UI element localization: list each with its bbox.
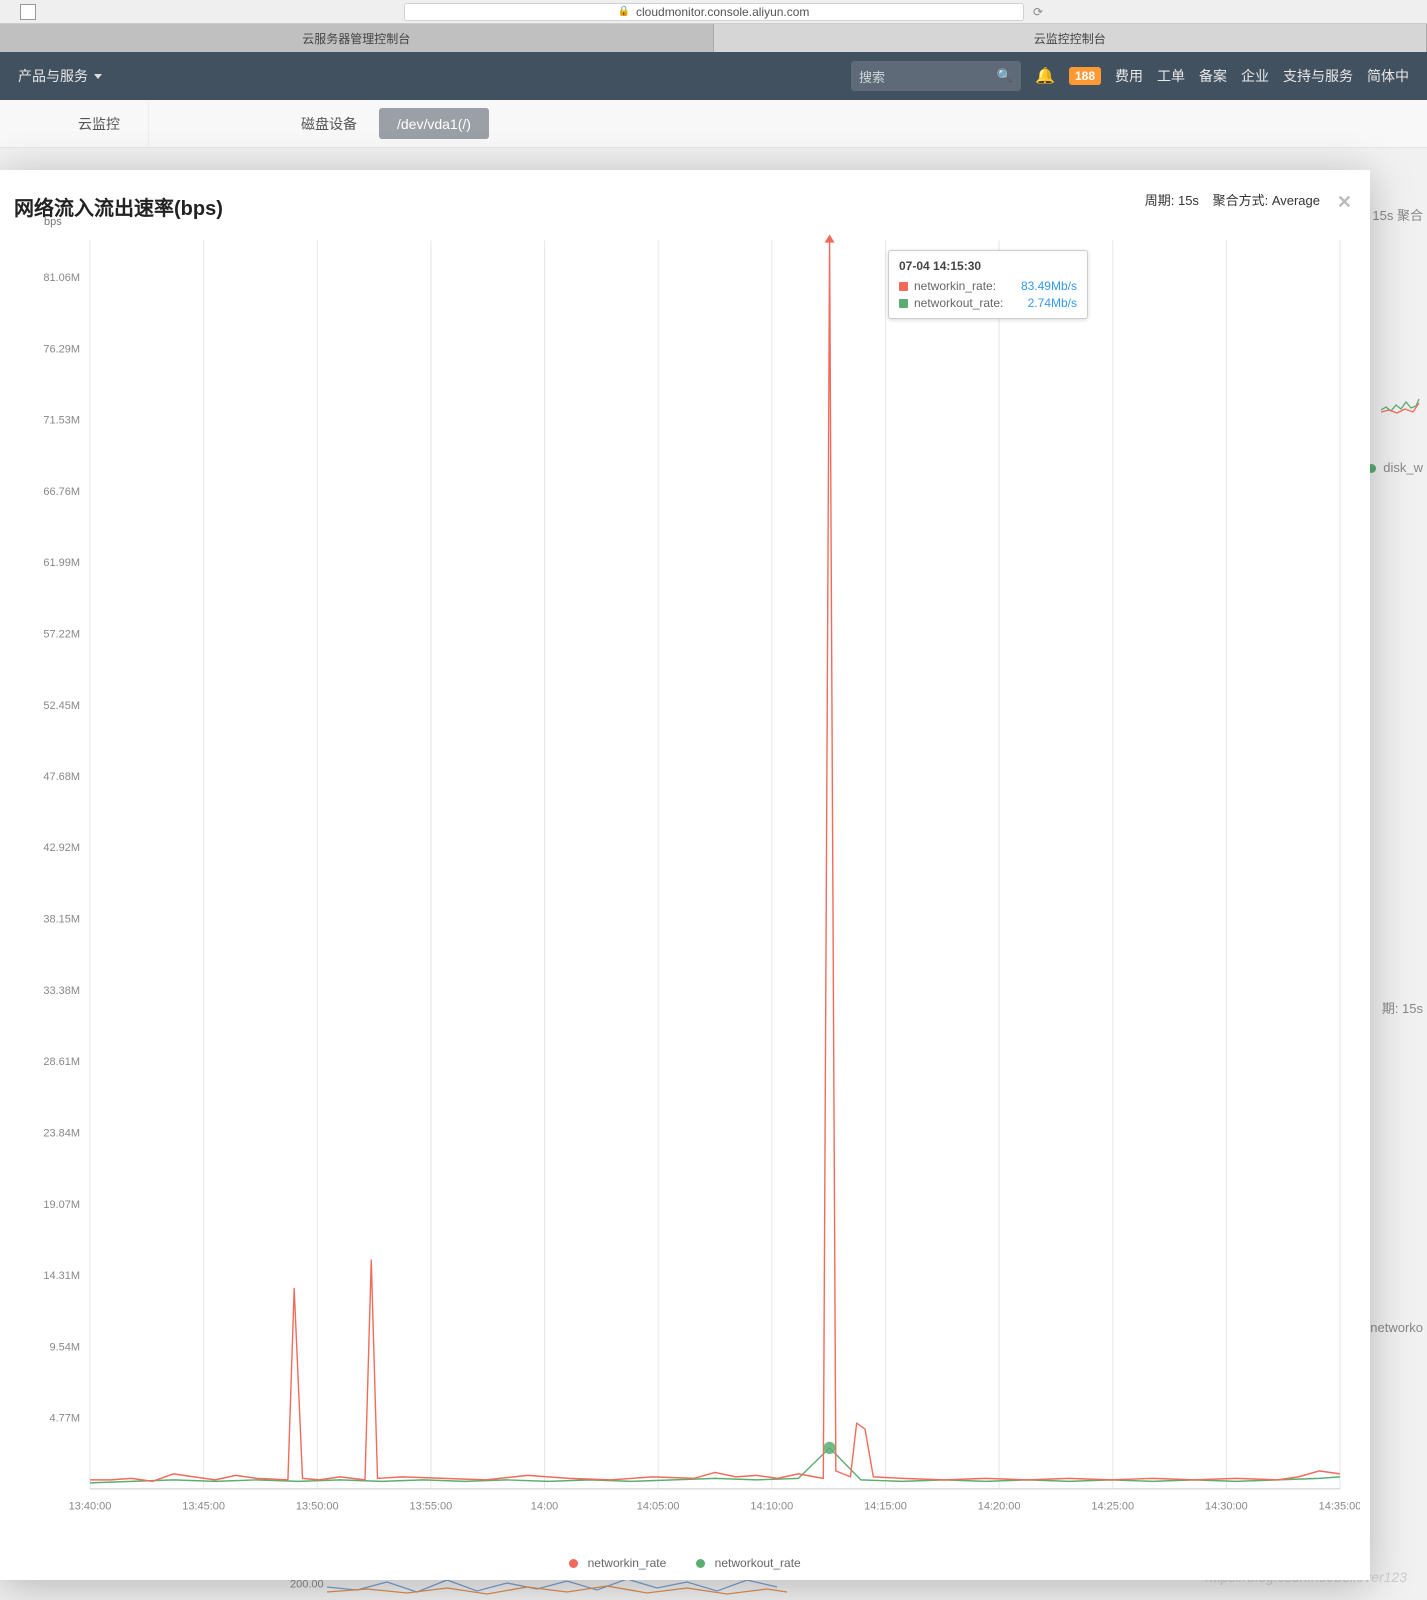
url-box[interactable]: 🔒 cloudmonitor.console.aliyun.com bbox=[404, 3, 1024, 21]
browser-address-bar: 🔒 cloudmonitor.console.aliyun.com ⟳ bbox=[0, 0, 1427, 24]
lock-icon: 🔒 bbox=[618, 6, 630, 17]
product-menu-label: 产品与服务 bbox=[18, 66, 88, 86]
svg-text:13:40:00: 13:40:00 bbox=[69, 1500, 112, 1512]
tooltip-swatch-icon bbox=[899, 299, 908, 308]
svg-text:47.68M: 47.68M bbox=[43, 771, 80, 783]
caret-down-icon bbox=[94, 74, 102, 79]
legend-dot-icon bbox=[569, 1559, 578, 1568]
svg-text:14:35:00: 14:35:00 bbox=[1319, 1500, 1360, 1512]
page-tab-vda1[interactable]: /dev/vda1(/) bbox=[379, 108, 489, 139]
svg-text:66.76M: 66.76M bbox=[43, 486, 80, 498]
svg-text:23.84M: 23.84M bbox=[43, 1127, 80, 1139]
chart-area[interactable]: 13:40:00 13:45:00 13:50:00 13:55:00 14:00 14:… bbox=[10, 220, 1360, 1540]
legend-dot-icon bbox=[696, 1559, 705, 1568]
chart-meta: 周期: 15s 聚合方式: Average bbox=[1145, 190, 1320, 209]
bg-fragment: disk_w bbox=[1367, 460, 1423, 475]
chart-legend: networkin_rate networkout_rate bbox=[0, 1556, 1370, 1570]
svg-text:13:45:00: 13:45:00 bbox=[182, 1500, 225, 1512]
search-icon: 🔍 bbox=[997, 68, 1013, 84]
bg-spark bbox=[1381, 395, 1421, 418]
svg-text:19.07M: 19.07M bbox=[43, 1199, 80, 1211]
nav-link-3[interactable]: 企业 bbox=[1241, 66, 1269, 86]
svg-text:71.53M: 71.53M bbox=[43, 414, 80, 426]
close-icon[interactable]: ✕ bbox=[1337, 192, 1352, 213]
svg-text:13:50:00: 13:50:00 bbox=[296, 1500, 339, 1512]
svg-text:76.29M: 76.29M bbox=[43, 343, 80, 355]
top-nav: 产品与服务 搜索 🔍 🔔 188 费用 工单 备案 企业 支持与服务 简体中 bbox=[0, 52, 1427, 100]
tooltip-swatch-icon bbox=[899, 282, 908, 291]
page-tab-disk[interactable]: 磁盘设备 bbox=[279, 100, 379, 147]
svg-text:13:55:00: 13:55:00 bbox=[410, 1500, 453, 1512]
svg-text:14:20:00: 14:20:00 bbox=[978, 1500, 1021, 1512]
page-tab-cloudmonitor[interactable]: 云监控 bbox=[50, 100, 149, 147]
svg-text:14:00: 14:00 bbox=[531, 1500, 558, 1512]
browser-tab-0[interactable]: 云服务器管理控制台 bbox=[0, 24, 714, 52]
svg-text:14:15:00: 14:15:00 bbox=[864, 1500, 907, 1512]
svg-text:52.45M: 52.45M bbox=[43, 700, 80, 712]
nav-link-1[interactable]: 工单 bbox=[1157, 66, 1185, 86]
url-text: cloudmonitor.console.aliyun.com bbox=[636, 5, 809, 19]
svg-text:57.22M: 57.22M bbox=[43, 628, 80, 640]
tooltip-row: networkin_rate: 83.49Mb/s bbox=[899, 279, 1077, 293]
svg-text:38.15M: 38.15M bbox=[43, 913, 80, 925]
svg-text:14.31M: 14.31M bbox=[43, 1270, 80, 1282]
nav-link-4[interactable]: 支持与服务 bbox=[1283, 66, 1353, 86]
svg-text:14:25:00: 14:25:00 bbox=[1091, 1500, 1134, 1512]
svg-text:14:10:00: 14:10:00 bbox=[750, 1500, 793, 1512]
browser-tabs: 云服务器管理控制台 云监控控制台 bbox=[0, 24, 1427, 52]
chart-tooltip: 07-04 14:15:30 networkin_rate: 83.49Mb/s… bbox=[888, 250, 1088, 319]
page-tab-bar: 云监控 磁盘设备 /dev/vda1(/) bbox=[0, 100, 1427, 148]
svg-text:81.06M: 81.06M bbox=[43, 272, 80, 284]
bg-fragment: 15s 聚合 bbox=[1372, 205, 1423, 224]
bg-fragment: networko bbox=[1370, 1320, 1423, 1335]
search-input[interactable]: 搜索 🔍 bbox=[851, 61, 1021, 91]
tooltip-row: networkout_rate: 2.74Mb/s bbox=[899, 296, 1077, 310]
bg-fragment: 期: 15s bbox=[1382, 998, 1423, 1017]
nav-link-2[interactable]: 备案 bbox=[1199, 66, 1227, 86]
svg-text:28.61M: 28.61M bbox=[43, 1056, 80, 1068]
legend-item[interactable]: networkout_rate bbox=[696, 1556, 800, 1570]
svg-text:14:30:00: 14:30:00 bbox=[1205, 1500, 1248, 1512]
bell-icon[interactable]: 🔔 bbox=[1035, 66, 1055, 86]
legend-item[interactable]: networkin_rate bbox=[569, 1556, 666, 1570]
product-menu[interactable]: 产品与服务 bbox=[18, 66, 102, 86]
svg-text:14:05:00: 14:05:00 bbox=[637, 1500, 680, 1512]
chart-modal: 网络流入流出速率(bps) bps 周期: 15s 聚合方式: Average … bbox=[0, 170, 1370, 1580]
notif-badge[interactable]: 188 bbox=[1069, 67, 1101, 85]
svg-text:33.38M: 33.38M bbox=[43, 985, 80, 997]
nav-link-0[interactable]: 费用 bbox=[1115, 66, 1143, 86]
reload-icon[interactable]: ⟳ bbox=[1029, 3, 1047, 21]
svg-text:9.54M: 9.54M bbox=[49, 1341, 80, 1353]
nav-link-5[interactable]: 简体中 bbox=[1367, 66, 1409, 86]
svg-text:61.99M: 61.99M bbox=[43, 557, 80, 569]
tooltip-time: 07-04 14:15:30 bbox=[899, 259, 1077, 273]
svg-text:4.77M: 4.77M bbox=[49, 1413, 80, 1425]
svg-text:42.92M: 42.92M bbox=[43, 842, 80, 854]
browser-tab-1[interactable]: 云监控控制台 bbox=[714, 24, 1427, 52]
tab-overview-icon[interactable] bbox=[20, 4, 36, 20]
search-placeholder: 搜索 bbox=[859, 67, 885, 86]
